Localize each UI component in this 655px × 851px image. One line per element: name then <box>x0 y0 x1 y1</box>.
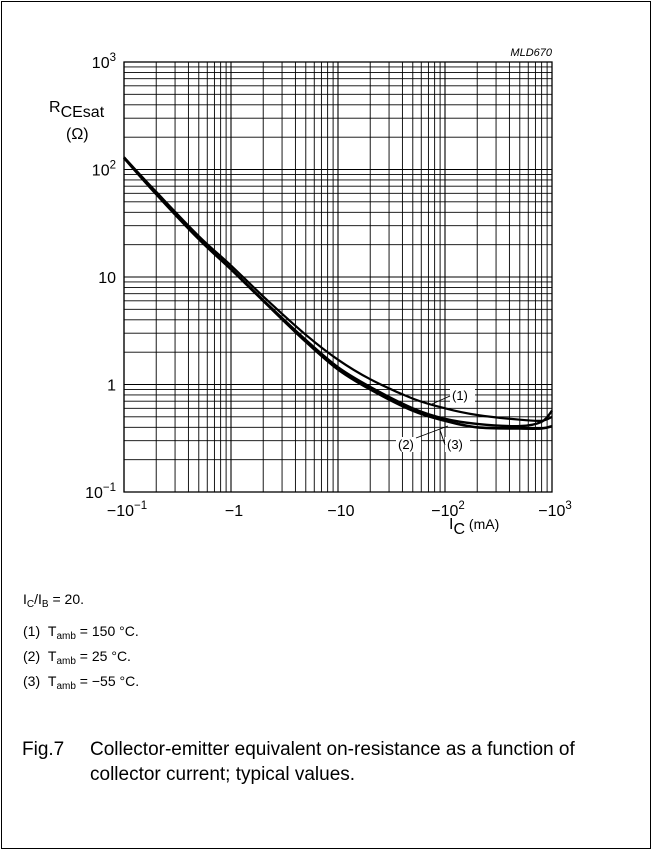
series-label-2-leader <box>415 425 449 439</box>
legend-note-1: (1) Tamb = 150 °C. <box>23 623 139 642</box>
y-tick-label: 10−1 <box>85 482 116 502</box>
series-label-2-bg <box>396 437 421 452</box>
y-tick-label: 102 <box>92 160 116 180</box>
chart: (1) (2) (3) 10−1 1 10 102 103 −10−1 −1 −10 −102 −103… <box>49 47 572 538</box>
y-axis-label: RCEsat <box>49 99 105 121</box>
chart-grid <box>123 61 553 493</box>
x-axis-label: IC (mA) <box>449 516 499 538</box>
y-tick-label: 10 <box>98 270 116 287</box>
series-line-1 <box>123 156 553 423</box>
legend-note-3: (3) Tamb = −55 °C. <box>23 673 140 692</box>
y-tick-label: 103 <box>92 52 116 72</box>
figure-number: Fig.7 <box>22 739 65 760</box>
x-tick-label: −10−1 <box>107 500 147 520</box>
series-label-1-bg <box>450 388 475 403</box>
legend-note-2: (2) Tamb = 25 °C. <box>23 648 131 667</box>
series-label-1: (1) <box>452 388 468 403</box>
chart-labels: (1) (2) (3) 10−1 1 10 102 103 −10−1 −1 −10 −102 −103… <box>49 47 572 538</box>
y-tick-label: 1 <box>107 378 116 395</box>
series-label-3-bg <box>445 437 470 452</box>
x-tick-label: −102 <box>431 500 465 520</box>
x-tick-label: −103 <box>538 500 572 520</box>
series-label-3: (3) <box>447 437 463 452</box>
caption-text: Collector-emitter equivalent on-resistan… <box>90 739 575 785</box>
y-axis-unit: (Ω) <box>66 126 89 143</box>
ratio-note: IC/IB = 20. <box>23 591 84 610</box>
series-label-2: (2) <box>398 437 414 452</box>
series-label-3-leader <box>439 429 446 446</box>
chart-series <box>123 156 553 430</box>
plot-border <box>123 61 553 493</box>
series-label-1-leader <box>431 395 451 405</box>
x-tick-label: −1 <box>225 503 243 520</box>
series-line-3 <box>123 157 553 430</box>
figure-id: MLD670 <box>510 47 552 59</box>
x-tick-label: −10 <box>327 503 354 520</box>
